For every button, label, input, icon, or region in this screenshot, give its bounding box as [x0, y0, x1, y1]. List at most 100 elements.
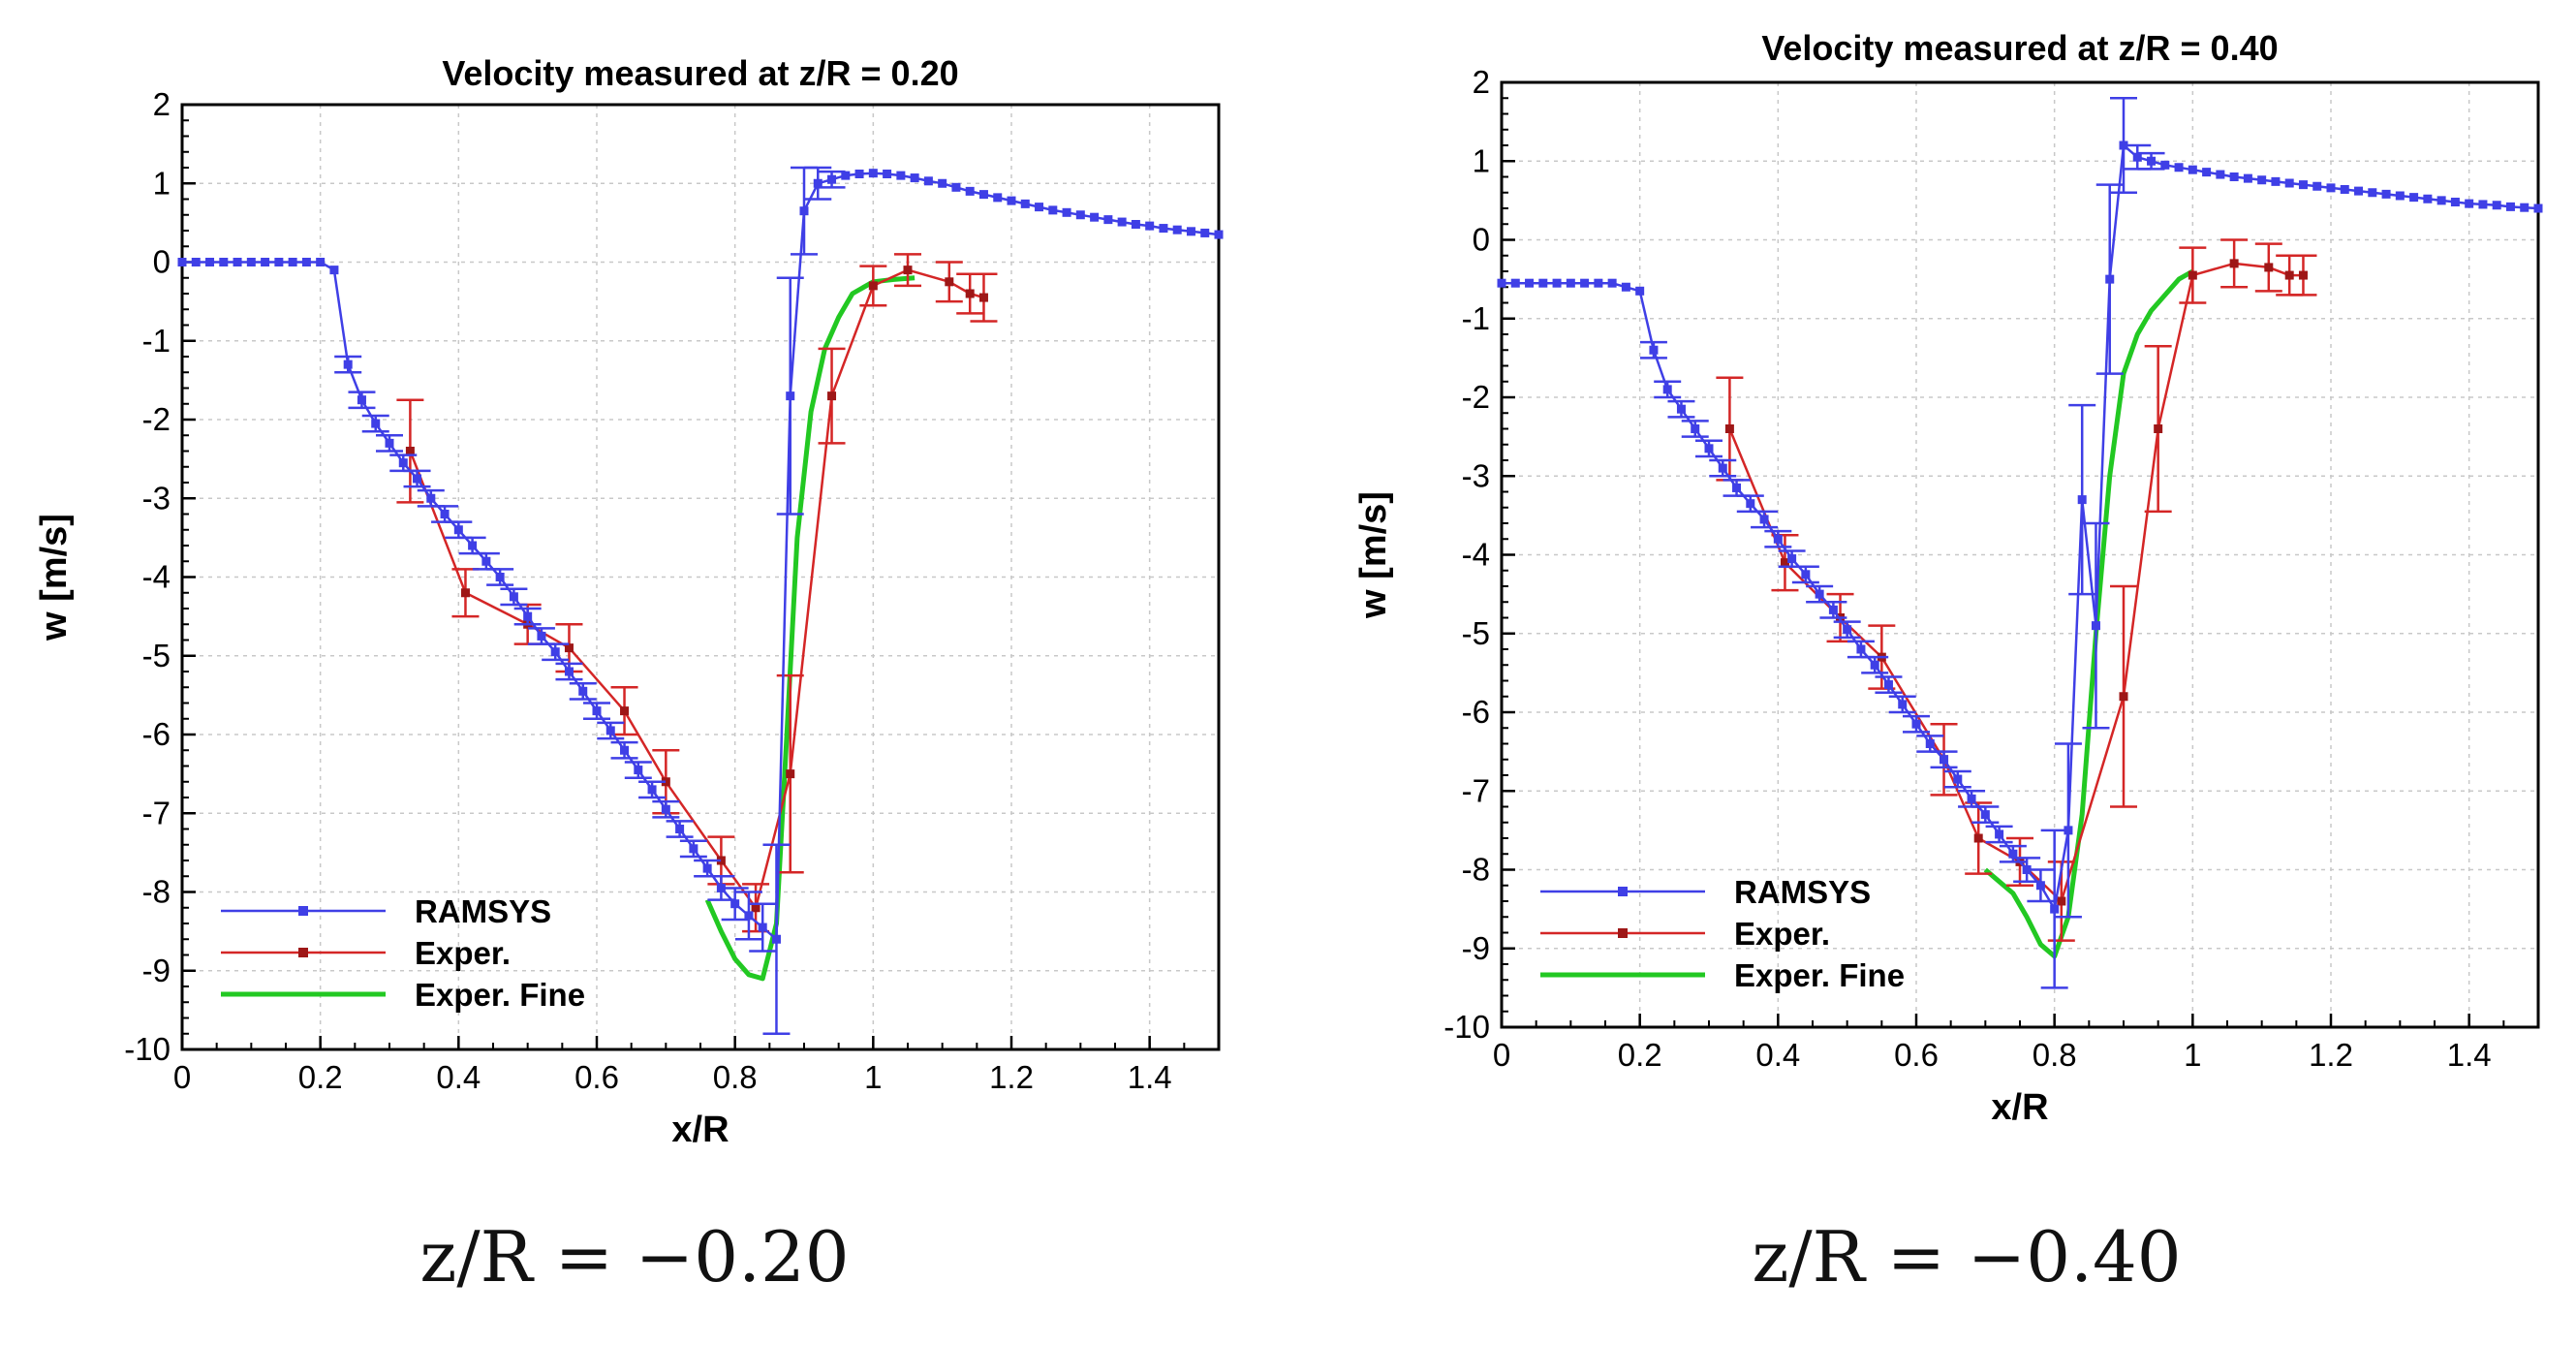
data-point — [1662, 385, 1672, 394]
series-line — [1502, 143, 2539, 911]
data-point — [1870, 660, 1879, 670]
data-point — [758, 923, 767, 932]
chart-title: Velocity measured at z/R = 0.20 — [442, 53, 958, 93]
data-point — [343, 360, 353, 369]
data-point — [993, 193, 1003, 203]
legend-label: Exper. — [415, 935, 511, 971]
data-point — [661, 804, 670, 814]
legend-marker — [298, 948, 308, 957]
series-exper-fine — [1983, 268, 2194, 959]
data-point — [329, 266, 339, 275]
y-tick-label: -3 — [1462, 457, 1490, 493]
legend-label: Exper. Fine — [415, 977, 585, 1013]
data-point — [647, 785, 657, 795]
data-point — [799, 206, 809, 216]
data-point — [945, 277, 954, 287]
data-point — [261, 258, 270, 266]
data-point — [1980, 810, 1990, 820]
data-point — [592, 706, 602, 716]
data-point — [2264, 263, 2274, 272]
data-point — [1200, 228, 1210, 237]
legend-label: RAMSYS — [1734, 874, 1871, 910]
series-exper-fine — [704, 275, 916, 982]
data-point — [495, 573, 505, 581]
data-point — [883, 170, 892, 178]
data-point — [2105, 274, 2115, 284]
data-point — [1172, 225, 1182, 235]
data-point — [675, 825, 685, 833]
data-point — [2505, 202, 2515, 211]
y-axis-label: w [m/s] — [34, 514, 75, 641]
data-point — [1020, 199, 1030, 208]
data-point — [2216, 170, 2225, 179]
y-tick-label: -5 — [1462, 615, 1490, 651]
data-point — [274, 258, 284, 266]
data-point — [1594, 278, 1603, 288]
y-tick-label: -1 — [142, 323, 171, 359]
data-point — [2478, 200, 2488, 209]
data-point — [965, 186, 975, 196]
data-point — [751, 903, 760, 913]
data-point — [1691, 424, 1700, 433]
data-point — [2160, 160, 2170, 170]
legend: RAMSYS Exper. Exper. Fine — [221, 893, 585, 1013]
data-point — [460, 588, 470, 598]
data-point — [827, 391, 837, 401]
data-point — [2436, 196, 2446, 205]
y-tick-label: -6 — [142, 716, 171, 752]
legend-label: Exper. — [1734, 916, 1830, 952]
data-point — [1995, 829, 2004, 839]
data-point — [413, 474, 422, 484]
data-point — [2064, 826, 2073, 835]
data-point — [2520, 203, 2529, 212]
data-point — [2395, 191, 2405, 201]
x-tick-label: 0 — [173, 1059, 191, 1095]
data-point — [2229, 172, 2239, 181]
data-point — [716, 883, 726, 892]
data-point — [2423, 194, 2433, 203]
data-point — [191, 258, 201, 266]
data-point — [1621, 282, 1630, 292]
data-point — [2381, 189, 2391, 199]
data-point — [868, 281, 878, 291]
data-point — [1925, 739, 1935, 748]
data-point — [896, 171, 906, 180]
data-point — [2257, 175, 2267, 185]
data-point — [205, 258, 215, 266]
data-point — [1773, 534, 1783, 544]
y-tick-label: -4 — [1462, 537, 1490, 573]
data-point — [716, 856, 726, 865]
data-point — [453, 525, 463, 535]
series-ramsys — [177, 166, 1224, 1035]
data-point — [2298, 180, 2308, 190]
data-point — [2035, 881, 2045, 891]
data-point — [405, 447, 415, 455]
data-point — [316, 258, 326, 266]
series-line — [409, 268, 984, 910]
x-tick-label: 0.2 — [298, 1059, 343, 1095]
data-point — [1607, 278, 1617, 288]
data-point — [620, 745, 630, 755]
data-point — [2465, 199, 2474, 208]
data-point — [730, 899, 740, 909]
data-point — [2008, 849, 2018, 859]
data-point — [1131, 220, 1140, 229]
data-point — [2188, 165, 2197, 174]
y-tick-label: -2 — [1462, 379, 1490, 415]
y-tick-label: -2 — [142, 401, 171, 437]
data-point — [2188, 270, 2197, 280]
data-point — [2154, 424, 2163, 433]
data-point — [1815, 589, 1824, 599]
data-point — [1940, 755, 1949, 765]
data-point — [661, 777, 670, 787]
y-tick-label: -1 — [1462, 300, 1490, 336]
data-point — [1214, 230, 1224, 239]
data-point — [537, 631, 546, 641]
data-point — [1718, 463, 1727, 473]
data-point — [786, 769, 795, 779]
data-point — [1973, 833, 1983, 843]
data-point — [1732, 483, 1742, 492]
caption-left: z/R = −0.20 — [419, 1216, 850, 1298]
data-point — [440, 510, 450, 518]
